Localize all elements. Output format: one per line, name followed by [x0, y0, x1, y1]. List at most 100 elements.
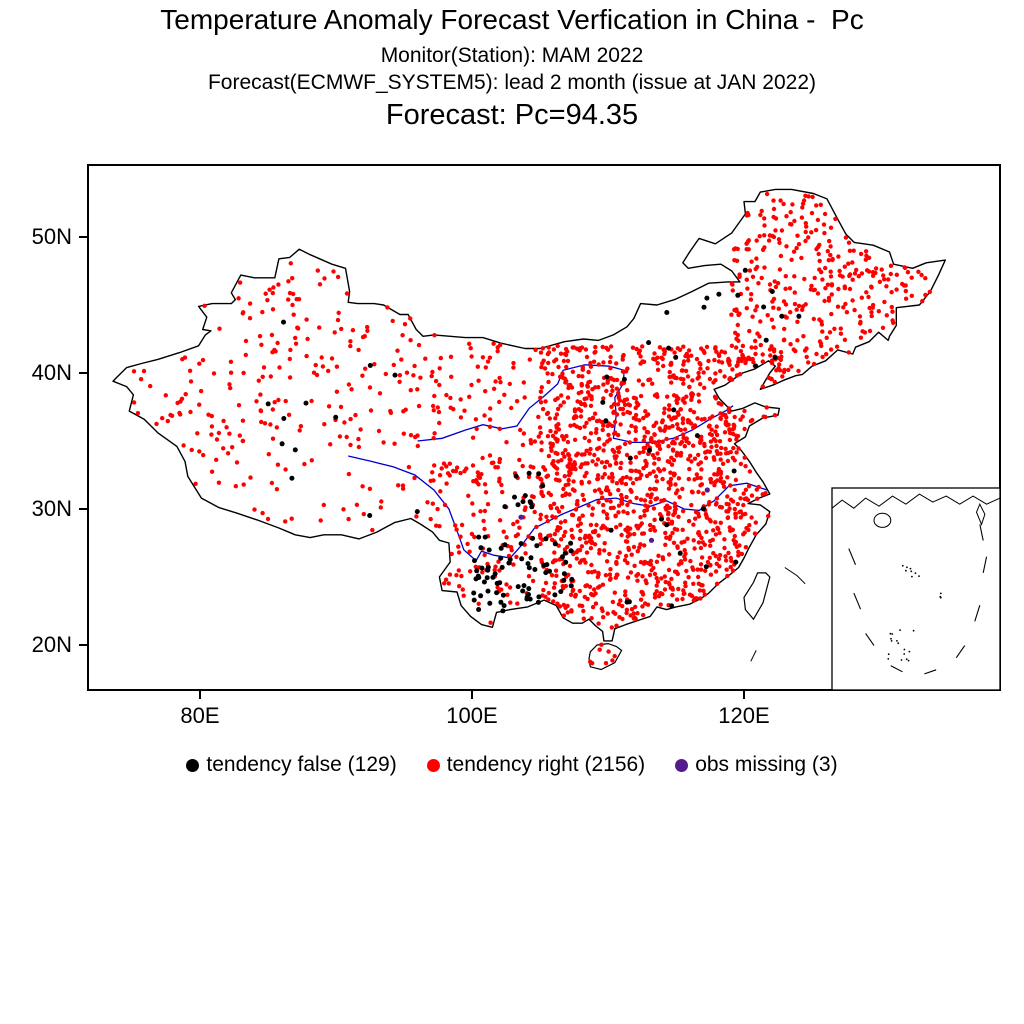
- station-dot: [727, 358, 732, 364]
- station-dot: [163, 393, 168, 398]
- station-dot: [539, 477, 544, 482]
- station-dot: [497, 375, 502, 381]
- station-dot: [540, 493, 546, 499]
- station-dot: [447, 461, 452, 466]
- station-dot: [654, 583, 659, 588]
- station-dot: [592, 350, 597, 355]
- station-dot: [621, 411, 626, 416]
- station-dot: [667, 403, 672, 408]
- station-dot: [580, 367, 585, 372]
- station-dot: [378, 505, 383, 510]
- station-dot: [863, 249, 869, 254]
- station-dot: [535, 599, 541, 605]
- station-dot: [660, 356, 665, 362]
- station-dot: [588, 546, 594, 551]
- station-dot: [565, 349, 570, 354]
- inset-dash-line: [890, 665, 903, 673]
- station-dot: [806, 360, 811, 365]
- station-dot: [546, 453, 552, 459]
- station-dot: [414, 509, 420, 515]
- station-dot: [778, 253, 784, 259]
- station-dot: [668, 585, 673, 591]
- station-dot: [602, 442, 607, 447]
- station-dot: [450, 468, 456, 474]
- station-dot: [614, 481, 620, 486]
- station-dot: [502, 392, 507, 397]
- station-dot: [188, 409, 193, 415]
- station-dot: [354, 502, 360, 507]
- station-dot: [623, 481, 629, 487]
- station-dot: [259, 419, 264, 425]
- station-dot: [188, 379, 194, 384]
- station-dot: [457, 584, 462, 589]
- station-dot: [664, 535, 669, 540]
- inset-island-speck: [890, 640, 893, 642]
- station-dot: [433, 378, 439, 384]
- station-dot: [769, 376, 774, 382]
- station-dot: [585, 461, 590, 466]
- station-dot: [696, 399, 702, 404]
- station-dot: [824, 352, 829, 357]
- station-dot: [587, 379, 593, 384]
- station-dot: [903, 296, 909, 301]
- station-dot: [712, 357, 717, 363]
- station-dot: [683, 368, 689, 374]
- station-dot: [742, 530, 747, 535]
- station-dot: [478, 593, 484, 599]
- station-dot: [569, 512, 575, 517]
- inset-island-speck: [939, 595, 942, 598]
- station-dot: [802, 276, 807, 282]
- station-dot: [611, 505, 616, 510]
- station-dot: [582, 594, 587, 600]
- station-dot: [551, 501, 557, 506]
- station-dot: [771, 214, 776, 220]
- station-dot: [561, 533, 567, 538]
- station-dot: [416, 403, 422, 409]
- station-dot: [541, 587, 546, 593]
- station-dot: [796, 242, 802, 247]
- station-dot: [724, 509, 729, 514]
- station-dot: [471, 597, 477, 603]
- station-dot: [673, 415, 678, 420]
- station-dot: [600, 495, 605, 500]
- station-dot: [638, 515, 643, 520]
- station-dot: [514, 399, 520, 404]
- station-dot: [551, 599, 556, 604]
- station-dot: [666, 580, 672, 585]
- station-dot: [588, 522, 594, 528]
- station-dot: [617, 445, 622, 450]
- station-dot: [773, 284, 779, 290]
- y-axis-tick-label: 40N: [31, 360, 72, 385]
- station-dot: [588, 446, 593, 452]
- station-dot: [671, 407, 677, 413]
- station-dot: [594, 418, 600, 424]
- station-dot: [719, 349, 724, 354]
- station-dot: [221, 446, 226, 451]
- station-dot: [538, 389, 544, 394]
- station-dot: [397, 373, 403, 378]
- station-dot: [527, 357, 532, 362]
- station-dot: [689, 489, 695, 494]
- station-dot: [657, 345, 663, 350]
- station-dot: [268, 422, 273, 427]
- station-dot: [620, 369, 626, 374]
- station-dot: [283, 519, 288, 524]
- station-dot: [743, 511, 748, 517]
- station-dot: [227, 382, 232, 387]
- station-dot: [449, 374, 454, 379]
- station-dot: [781, 299, 787, 304]
- station-dot: [735, 292, 741, 298]
- station-dot: [525, 561, 531, 567]
- station-dot: [777, 362, 782, 367]
- station-dot: [662, 406, 667, 411]
- station-dot: [565, 544, 570, 550]
- station-dot: [187, 368, 193, 373]
- station-dot: [276, 397, 281, 403]
- station-dot: [728, 483, 733, 488]
- station-dot: [696, 511, 701, 516]
- station-dot: [674, 395, 680, 400]
- station-dot: [528, 441, 534, 446]
- station-dot: [727, 428, 732, 433]
- station-dot: [642, 434, 647, 439]
- station-dot: [488, 406, 493, 411]
